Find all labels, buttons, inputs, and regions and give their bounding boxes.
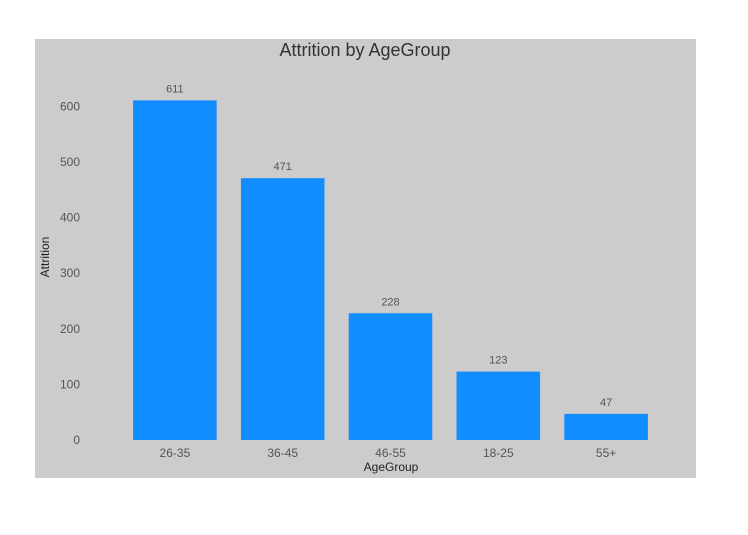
bar-55+[interactable]: [564, 413, 648, 440]
x-axis-ticks: 26-35 36-45 46-55 18-25 55+: [160, 446, 617, 460]
bar-18-25[interactable]: [456, 371, 541, 440]
bar-46-55[interactable]: [348, 313, 433, 440]
y-tick-label: 400: [60, 211, 80, 225]
bar-36-45[interactable]: [240, 178, 325, 440]
y-tick-label: 500: [60, 155, 80, 169]
x-tick-label: 18-25: [483, 446, 514, 460]
y-tick-label: 600: [60, 99, 80, 113]
data-label: 228: [381, 296, 399, 308]
data-label: 471: [274, 161, 292, 173]
x-axis-label: AgeGroup: [364, 460, 419, 474]
x-tick-label: 36-45: [267, 446, 298, 460]
data-label: 47: [600, 397, 612, 409]
y-axis-label: Attrition: [38, 237, 52, 278]
chart-title: Attrition by AgeGroup: [279, 40, 450, 60]
bars-group: [133, 100, 648, 440]
data-labels-group: 611 471 228 123 47: [166, 83, 612, 409]
data-label: 611: [166, 83, 184, 95]
y-axis-ticks: 0 100 200 300 400 500 600: [60, 99, 80, 447]
x-tick-label: 46-55: [375, 446, 406, 460]
bar-26-35[interactable]: [133, 100, 217, 440]
x-tick-label: 55+: [596, 446, 616, 460]
y-tick-label: 300: [60, 266, 80, 280]
y-tick-label: 200: [60, 322, 80, 336]
data-label: 123: [489, 355, 507, 367]
x-tick-label: 26-35: [160, 446, 191, 460]
y-tick-label: 0: [73, 433, 80, 447]
y-tick-label: 100: [60, 377, 80, 391]
